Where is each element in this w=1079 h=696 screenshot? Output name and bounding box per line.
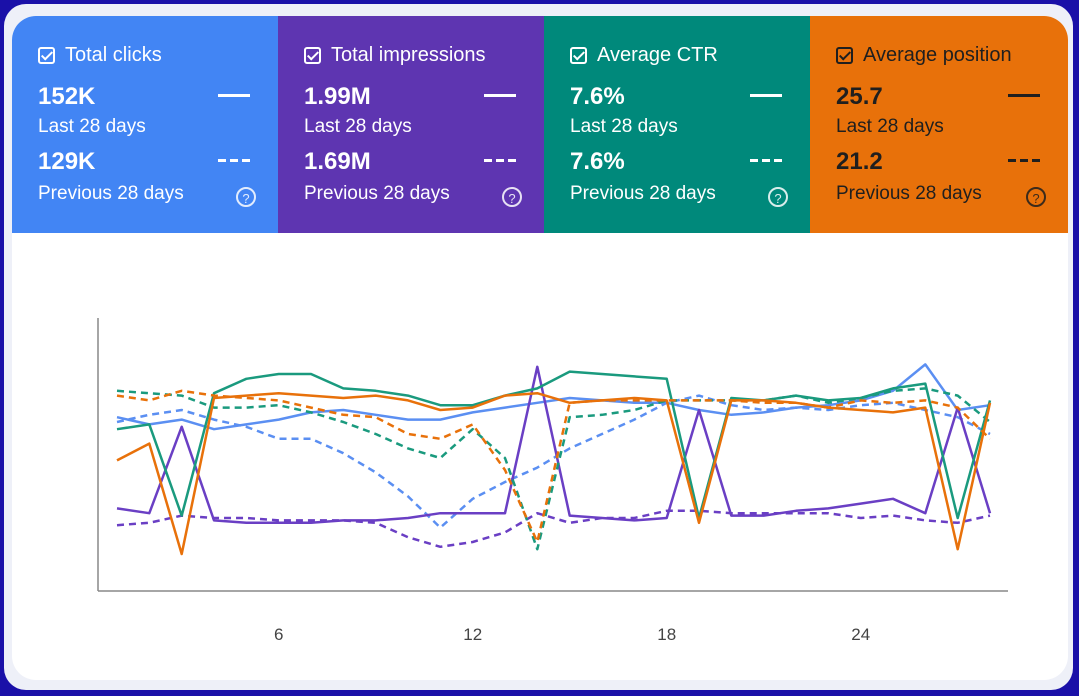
solid-line-legend-icon bbox=[484, 94, 516, 97]
help-icon[interactable]: ? bbox=[1026, 187, 1046, 207]
previous-label: Previous 28 days bbox=[570, 183, 716, 204]
metric-tile-impressions[interactable]: Total impressions 1.99M Last 28 days 1.6… bbox=[278, 16, 544, 233]
series-line-average-ctr-dashed bbox=[116, 387, 991, 551]
current-label: Last 28 days bbox=[38, 116, 146, 137]
solid-line-legend-icon bbox=[750, 94, 782, 97]
solid-line-legend-icon bbox=[1008, 94, 1040, 97]
metric-title: Average CTR bbox=[597, 44, 718, 66]
metric-tile-ctr[interactable]: Average CTR 7.6% Last 28 days 7.6% Previ… bbox=[544, 16, 810, 233]
performance-line-chart: 6 12 18 24 bbox=[97, 318, 1008, 644]
checkbox-icon[interactable] bbox=[304, 47, 321, 64]
metric-tile-position[interactable]: Average position 25.7 Last 28 days 21.2 … bbox=[810, 16, 1068, 233]
series-line-average-position-dashed bbox=[116, 389, 991, 544]
previous-value: 21.2 bbox=[836, 148, 883, 175]
dashed-line-legend-icon bbox=[484, 159, 516, 162]
previous-value: 7.6% bbox=[570, 148, 625, 175]
series-line-average-ctr-solid bbox=[116, 370, 992, 520]
x-tick-label: 18 bbox=[657, 625, 676, 644]
metric-tile-clicks[interactable]: Total clicks 152K Last 28 days 129K Prev… bbox=[12, 16, 278, 233]
x-tick-label: 24 bbox=[851, 625, 870, 644]
checkbox-icon[interactable] bbox=[38, 47, 55, 64]
solid-line-legend-icon bbox=[218, 94, 250, 97]
series-line-total-impressions-dashed bbox=[116, 509, 991, 549]
previous-label: Previous 28 days bbox=[38, 183, 184, 204]
metric-title: Average position bbox=[863, 44, 1012, 66]
performance-card: Total clicks 152K Last 28 days 129K Prev… bbox=[12, 16, 1068, 680]
previous-label: Previous 28 days bbox=[304, 183, 450, 204]
previous-label: Previous 28 days bbox=[836, 183, 982, 204]
checkbox-icon[interactable] bbox=[836, 47, 853, 64]
previous-value: 129K bbox=[38, 148, 96, 175]
dashed-line-legend-icon bbox=[750, 159, 782, 162]
widget-frame: Total clicks 152K Last 28 days 129K Prev… bbox=[4, 4, 1073, 690]
current-value: 152K bbox=[38, 83, 96, 110]
dashed-line-legend-icon bbox=[218, 159, 250, 162]
help-icon[interactable]: ? bbox=[768, 187, 788, 207]
metric-title: Total clicks bbox=[65, 44, 162, 66]
metric-tiles: Total clicks 152K Last 28 days 129K Prev… bbox=[12, 16, 1068, 233]
x-tick-label: 6 bbox=[274, 625, 283, 644]
series-line-total-clicks-solid bbox=[116, 363, 991, 431]
current-value: 7.6% bbox=[570, 83, 625, 110]
current-label: Last 28 days bbox=[570, 116, 678, 137]
x-tick-labels: 6 12 18 24 bbox=[274, 625, 870, 644]
dashed-line-legend-icon bbox=[1008, 159, 1040, 162]
x-tick-label: 12 bbox=[463, 625, 482, 644]
current-value: 1.99M bbox=[304, 83, 371, 110]
metric-title: Total impressions bbox=[331, 44, 486, 66]
series-line-total-impressions-solid bbox=[116, 365, 992, 525]
series-layer bbox=[116, 363, 992, 556]
current-label: Last 28 days bbox=[836, 116, 944, 137]
help-icon[interactable]: ? bbox=[502, 187, 522, 207]
current-value: 25.7 bbox=[836, 83, 883, 110]
help-icon[interactable]: ? bbox=[236, 187, 256, 207]
previous-value: 1.69M bbox=[304, 148, 371, 175]
current-label: Last 28 days bbox=[304, 116, 412, 137]
checkbox-icon[interactable] bbox=[570, 47, 587, 64]
series-line-total-clicks-dashed bbox=[116, 394, 991, 529]
series-line-average-position-solid bbox=[116, 391, 992, 556]
